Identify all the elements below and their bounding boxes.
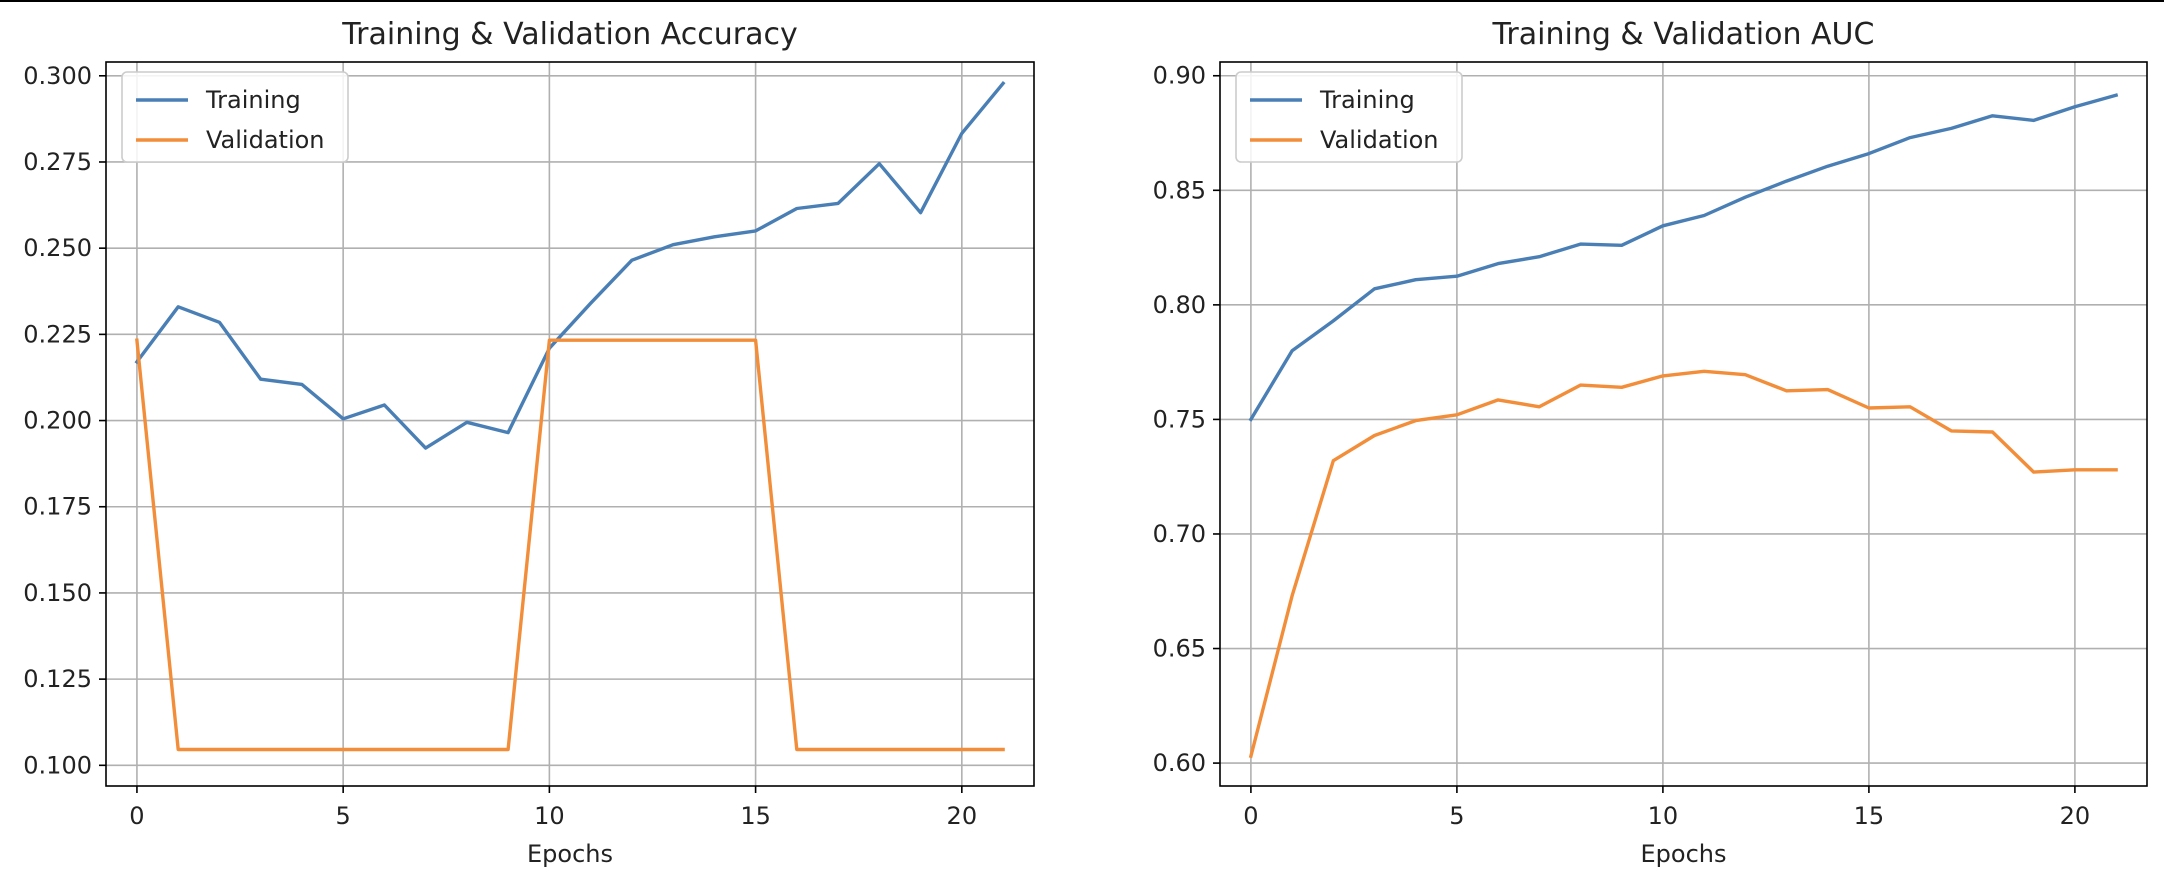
series-line-validation [1248, 369, 2118, 759]
x-tick-label: 0 [129, 802, 144, 830]
legend-label-training: Training [205, 86, 301, 114]
top-border [0, 0, 2164, 2]
chart-title: Training & Validation AUC [1492, 17, 1875, 52]
x-tick-label: 15 [740, 802, 771, 830]
y-tick-label: 0.275 [23, 148, 92, 176]
accuracy-chart: 0 5 10 15 20 0.100 0.125 0.150 0.175 0.200 0.225 0.… [23, 17, 1035, 868]
legend-label-validation: Validation [1320, 126, 1439, 154]
y-tick-label: 0.200 [23, 407, 92, 435]
y-tick-label: 0.75 [1153, 405, 1206, 433]
y-tick-label: 0.300 [23, 62, 92, 90]
x-tick-label: 15 [1854, 802, 1885, 830]
x-tick-label: 20 [947, 802, 978, 830]
x-tick-label: 5 [336, 802, 351, 830]
series-line-training [134, 81, 1006, 450]
y-tick-label: 0.100 [23, 751, 92, 779]
series-line-training [1248, 93, 2119, 422]
legend-label-training: Training [1319, 86, 1415, 114]
y-tick-label: 0.125 [23, 665, 92, 693]
chart-title: Training & Validation Accuracy [341, 17, 797, 52]
x-tick-label: 5 [1449, 802, 1464, 830]
x-tick-label: 10 [534, 802, 565, 830]
y-tick-label: 0.60 [1153, 749, 1206, 777]
y-tick-label: 0.90 [1153, 62, 1206, 90]
x-axis-label: Epochs [1641, 840, 1727, 868]
y-tick-label: 0.225 [23, 320, 92, 348]
x-tick-label: 10 [1648, 802, 1679, 830]
y-tick-label: 0.150 [23, 579, 92, 607]
legend-label-validation: Validation [206, 126, 325, 154]
y-tick-label: 0.175 [23, 493, 92, 521]
plot-frame [105, 61, 1035, 787]
y-tick-label: 0.70 [1153, 520, 1206, 548]
auc-chart: 0 5 10 15 20 0.60 0.65 0.70 0.75 0.80 0.85 0.90 Trai… [1153, 17, 2148, 868]
x-tick-label: 0 [1243, 802, 1258, 830]
y-tick-label: 0.65 [1153, 635, 1206, 663]
plot-frame [1219, 61, 2148, 787]
y-tick-label: 0.85 [1153, 176, 1206, 204]
y-tick-label: 0.80 [1153, 291, 1206, 319]
y-tick-label: 0.250 [23, 234, 92, 262]
x-axis-label: Epochs [527, 840, 613, 868]
x-tick-label: 20 [2060, 802, 2091, 830]
series-line-validation [135, 338, 1005, 752]
